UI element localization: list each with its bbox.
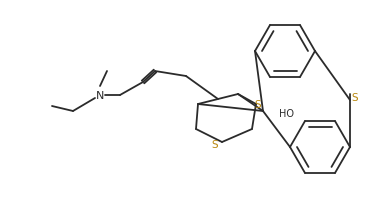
- Text: S: S: [212, 139, 218, 149]
- Text: S: S: [255, 99, 261, 109]
- Text: HO: HO: [279, 109, 295, 118]
- Text: N: N: [96, 91, 104, 101]
- Text: S: S: [352, 92, 358, 103]
